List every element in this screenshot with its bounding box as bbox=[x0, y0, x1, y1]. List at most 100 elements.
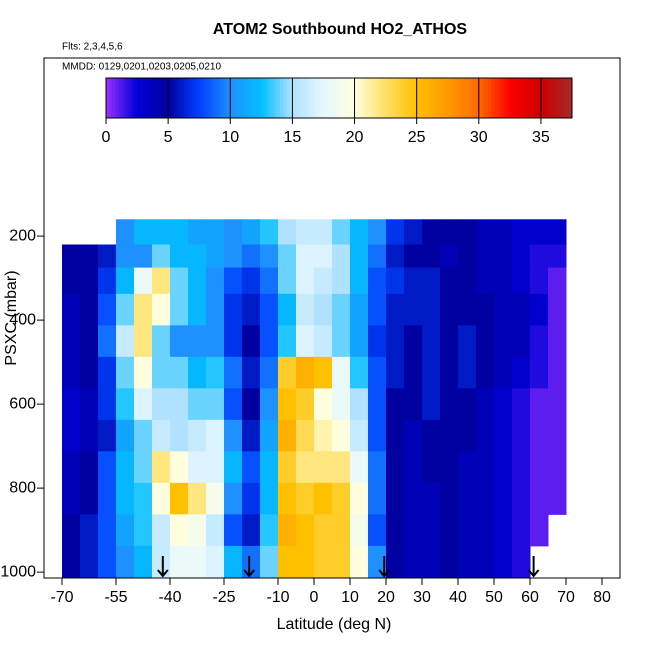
heat-cell bbox=[458, 244, 477, 269]
heat-cell bbox=[386, 267, 405, 295]
colorbar-tick-label: 5 bbox=[164, 129, 173, 146]
heat-cell bbox=[386, 219, 405, 245]
heat-cell bbox=[206, 482, 225, 515]
colorbar-swatch bbox=[503, 78, 508, 118]
colorbar-swatch bbox=[544, 78, 548, 118]
colorbar-swatch bbox=[236, 78, 241, 118]
heat-cell bbox=[530, 356, 549, 389]
heat-cell bbox=[170, 451, 189, 484]
heat-cell bbox=[314, 219, 333, 245]
heat-cell bbox=[62, 267, 81, 295]
colorbar-swatch bbox=[565, 78, 570, 118]
heat-cell bbox=[422, 356, 441, 389]
heat-cell bbox=[170, 545, 189, 578]
colorbar-swatch bbox=[264, 78, 269, 118]
heat-cell bbox=[152, 545, 171, 578]
heat-cell bbox=[242, 545, 261, 578]
heat-cell bbox=[314, 514, 333, 547]
heat-cell bbox=[404, 388, 423, 421]
heat-cell bbox=[314, 244, 333, 269]
colorbar-swatch bbox=[494, 78, 498, 118]
heat-cell bbox=[188, 219, 207, 245]
plot-frame bbox=[43, 57, 621, 579]
heat-cell bbox=[404, 419, 423, 452]
heat-cell bbox=[296, 244, 315, 269]
heat-cell bbox=[224, 419, 243, 452]
heat-cell bbox=[80, 356, 99, 389]
heat-cell bbox=[296, 325, 315, 358]
heat-cell bbox=[134, 244, 153, 269]
colorbar-swatch bbox=[283, 78, 287, 118]
heat-cell bbox=[188, 419, 207, 452]
heat-cell bbox=[476, 545, 495, 578]
colorbar-swatch bbox=[394, 78, 399, 118]
heat-cell bbox=[152, 219, 171, 245]
heat-cell bbox=[350, 388, 369, 421]
heat-cell bbox=[80, 514, 99, 547]
heat-cell bbox=[170, 388, 189, 421]
heat-cell bbox=[386, 514, 405, 547]
colorbar-swatch bbox=[481, 78, 486, 118]
colorbar-swatch bbox=[189, 78, 194, 118]
heat-cell bbox=[458, 451, 477, 484]
x-tick-label: 20 bbox=[377, 589, 395, 606]
heat-cell bbox=[116, 267, 135, 295]
heat-cell bbox=[386, 419, 405, 452]
heat-cell bbox=[512, 451, 531, 484]
heat-cell bbox=[170, 356, 189, 389]
x-tick-label: -25 bbox=[212, 589, 235, 606]
colorbar-swatch bbox=[214, 78, 219, 118]
colorbar-swatch bbox=[432, 78, 436, 118]
heat-cell bbox=[134, 325, 153, 358]
heat-cell bbox=[512, 293, 531, 326]
heat-cell bbox=[548, 219, 567, 245]
heat-cell bbox=[404, 482, 423, 515]
colorbar-swatch bbox=[466, 78, 470, 118]
colorbar-swatch bbox=[199, 78, 203, 118]
heat-cell bbox=[98, 356, 117, 389]
heat-cell bbox=[548, 356, 567, 389]
colorbar-swatch bbox=[146, 78, 150, 118]
colorbar-swatch bbox=[366, 78, 371, 118]
colorbar-swatch bbox=[149, 78, 154, 118]
heat-cell bbox=[206, 419, 225, 452]
colorbar-tick-label: 35 bbox=[532, 129, 550, 146]
x-tick-label: 40 bbox=[449, 589, 467, 606]
heat-cell bbox=[152, 388, 171, 421]
x-axis-label: Latitude (deg N) bbox=[277, 616, 392, 633]
heat-cell bbox=[188, 545, 207, 578]
heat-cell bbox=[476, 451, 495, 484]
heat-cell bbox=[368, 388, 387, 421]
colorbar-swatch bbox=[301, 78, 306, 118]
colorbar-swatch bbox=[401, 78, 405, 118]
colorbar-swatch bbox=[500, 78, 505, 118]
heat-cell bbox=[296, 451, 315, 484]
heat-cell bbox=[80, 267, 99, 295]
heat-cell bbox=[98, 293, 117, 326]
colorbar-swatch bbox=[317, 78, 321, 118]
heat-cell bbox=[224, 451, 243, 484]
heat-cell bbox=[386, 388, 405, 421]
x-tick-label: 50 bbox=[485, 589, 503, 606]
heat-cell bbox=[116, 545, 135, 578]
heat-cell bbox=[296, 514, 315, 547]
heat-cell bbox=[512, 244, 531, 269]
colorbar-swatch bbox=[419, 78, 424, 118]
colorbar-swatch bbox=[311, 78, 315, 118]
heat-cell bbox=[278, 545, 297, 578]
colorbar-swatch bbox=[158, 78, 163, 118]
heat-cell bbox=[350, 482, 369, 515]
colorbar-swatch bbox=[248, 78, 253, 118]
heat-cell bbox=[62, 388, 81, 421]
heat-cell bbox=[134, 356, 153, 389]
heat-cell bbox=[116, 419, 135, 452]
heat-cell bbox=[260, 388, 279, 421]
heat-cell bbox=[134, 267, 153, 295]
heat-cell bbox=[116, 244, 135, 269]
heat-cell bbox=[224, 482, 243, 515]
heat-cell bbox=[152, 419, 171, 452]
heat-cell bbox=[152, 293, 171, 326]
heat-cell bbox=[152, 356, 171, 389]
heat-cell bbox=[80, 293, 99, 326]
